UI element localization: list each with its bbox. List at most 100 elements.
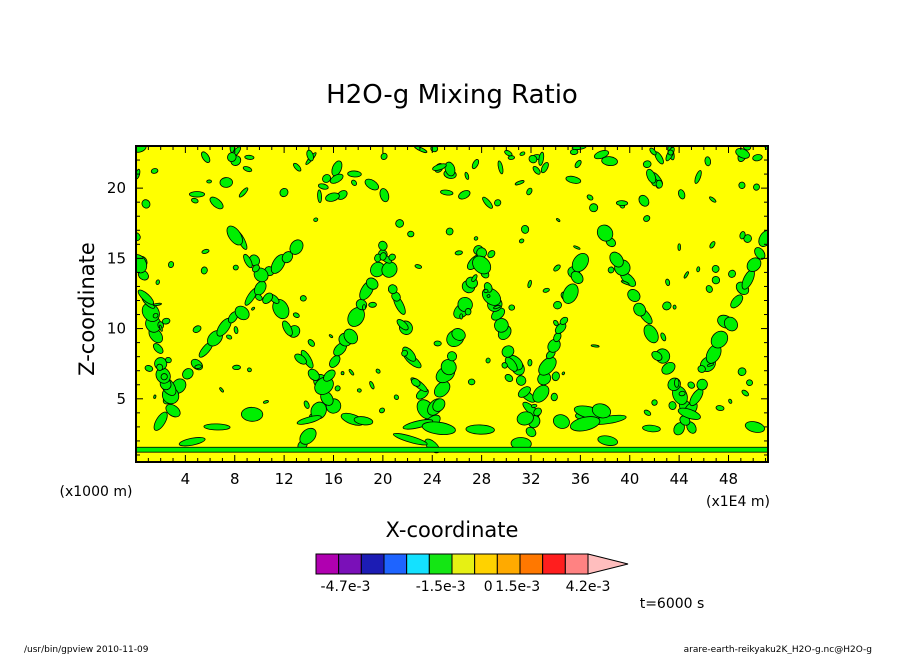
anomaly-patch	[497, 160, 504, 175]
anomaly-patch	[570, 270, 584, 284]
anomaly-patch	[646, 168, 657, 184]
x-tick-label: 48	[719, 470, 738, 488]
anomaly-patch	[677, 243, 681, 251]
anomaly-patch	[294, 353, 307, 365]
anomaly-patch	[182, 368, 194, 380]
anomaly-patch	[464, 171, 470, 180]
anomaly-patch	[440, 359, 457, 376]
anomaly-patch	[561, 371, 566, 376]
anomaly-patch	[411, 378, 421, 387]
time-label: t=6000 s	[640, 596, 705, 612]
anomaly-patch	[279, 187, 289, 198]
anomaly-patch	[527, 279, 532, 289]
anomaly-patch	[519, 151, 526, 156]
anomaly-patch	[192, 325, 202, 333]
anomaly-patch	[687, 381, 696, 389]
anomaly-patch	[738, 181, 746, 189]
anomaly-patch	[662, 301, 672, 311]
anomaly-patch	[226, 225, 243, 246]
anomaly-patch	[136, 254, 148, 274]
anomaly-patch	[322, 174, 332, 183]
anomaly-patch	[710, 330, 729, 349]
anomaly-patch	[445, 227, 454, 236]
y-tick-label: 5	[116, 390, 126, 408]
anomaly-patch	[532, 165, 541, 175]
anomaly-patch	[553, 300, 563, 310]
x-tick-label: 36	[571, 470, 590, 488]
colorbar-swatch	[428, 553, 453, 575]
anomaly-patch	[306, 149, 314, 162]
anomaly-patch	[219, 177, 233, 188]
anomaly-patch	[334, 385, 341, 392]
colorbar-swatch	[451, 553, 476, 575]
anomaly-patch	[379, 188, 390, 203]
anomaly-patch	[515, 375, 527, 386]
anomaly-patch	[471, 274, 478, 283]
colorbar-label: -4.7e-3	[321, 579, 371, 595]
anomaly-patch	[525, 426, 537, 438]
anomaly-patch	[552, 414, 570, 429]
anomaly-patch	[396, 319, 409, 331]
anomaly-patch	[152, 312, 159, 319]
anomaly-patch	[508, 304, 516, 311]
anomaly-patch	[501, 362, 508, 369]
colorbar-swatch	[383, 553, 408, 575]
anomaly-patch	[667, 149, 674, 156]
anomaly-patch	[378, 240, 388, 251]
anomaly-patch	[569, 416, 601, 432]
anomaly-patch	[226, 334, 233, 340]
anomaly-patch	[601, 156, 618, 167]
anomaly-patch	[307, 368, 320, 381]
anomaly-patch	[387, 284, 398, 295]
anomaly-patch	[741, 389, 750, 397]
anomaly-patch	[191, 197, 199, 204]
anomaly-patch	[609, 251, 624, 268]
anomaly-patch	[655, 179, 663, 189]
colorbar-swatch	[519, 553, 544, 575]
anomaly-patch	[465, 424, 495, 435]
anomaly-patch	[379, 252, 387, 261]
anomaly-patch	[697, 365, 706, 373]
anomaly-patch	[178, 437, 206, 447]
anomaly-patch	[527, 358, 533, 367]
anomaly-patch	[303, 400, 310, 409]
anomaly-patch	[494, 199, 502, 207]
anomaly-patch	[414, 264, 423, 269]
anomaly-patch	[201, 248, 210, 254]
anomaly-patch	[432, 398, 446, 412]
x-tick-label: 12	[275, 470, 294, 488]
anomaly-patch	[528, 154, 538, 164]
anomaly-patch	[696, 378, 708, 391]
anomaly-patch	[393, 394, 400, 400]
anomaly-patch	[296, 415, 322, 425]
anomaly-patch	[542, 287, 550, 293]
anomaly-patch	[343, 328, 358, 345]
anomaly-patch	[501, 345, 515, 358]
anomaly-patch	[152, 302, 162, 307]
anomaly-patch	[262, 400, 269, 404]
x-tick-label: 44	[670, 470, 689, 488]
anomaly-patch	[643, 215, 651, 222]
anomaly-patch	[746, 379, 753, 386]
anomaly-patch	[728, 269, 736, 278]
anomaly-patch	[251, 306, 256, 311]
y-axis: 5 10 15 20	[107, 145, 768, 456]
anomaly-patch	[433, 340, 442, 347]
anomaly-patch	[329, 355, 341, 368]
anomaly-patch	[317, 183, 329, 190]
anomaly-patch	[753, 183, 760, 191]
anomaly-patch	[531, 403, 538, 409]
anomaly-patch	[683, 271, 689, 279]
colorbar-swatch	[315, 553, 340, 575]
anomaly-patch	[165, 356, 172, 364]
colorbar-label: 1.5e-3	[495, 579, 540, 595]
anomaly-patch	[467, 378, 476, 386]
anomaly-patch	[369, 381, 375, 390]
anomaly-patch	[232, 364, 241, 371]
anomaly-patch	[627, 289, 641, 302]
anomaly-patch	[194, 364, 202, 369]
anomaly-patch	[538, 356, 557, 376]
anomaly-patch	[251, 264, 260, 273]
anomaly-patch	[532, 384, 550, 403]
x-unit-label: (x1E4 m)	[706, 494, 770, 510]
